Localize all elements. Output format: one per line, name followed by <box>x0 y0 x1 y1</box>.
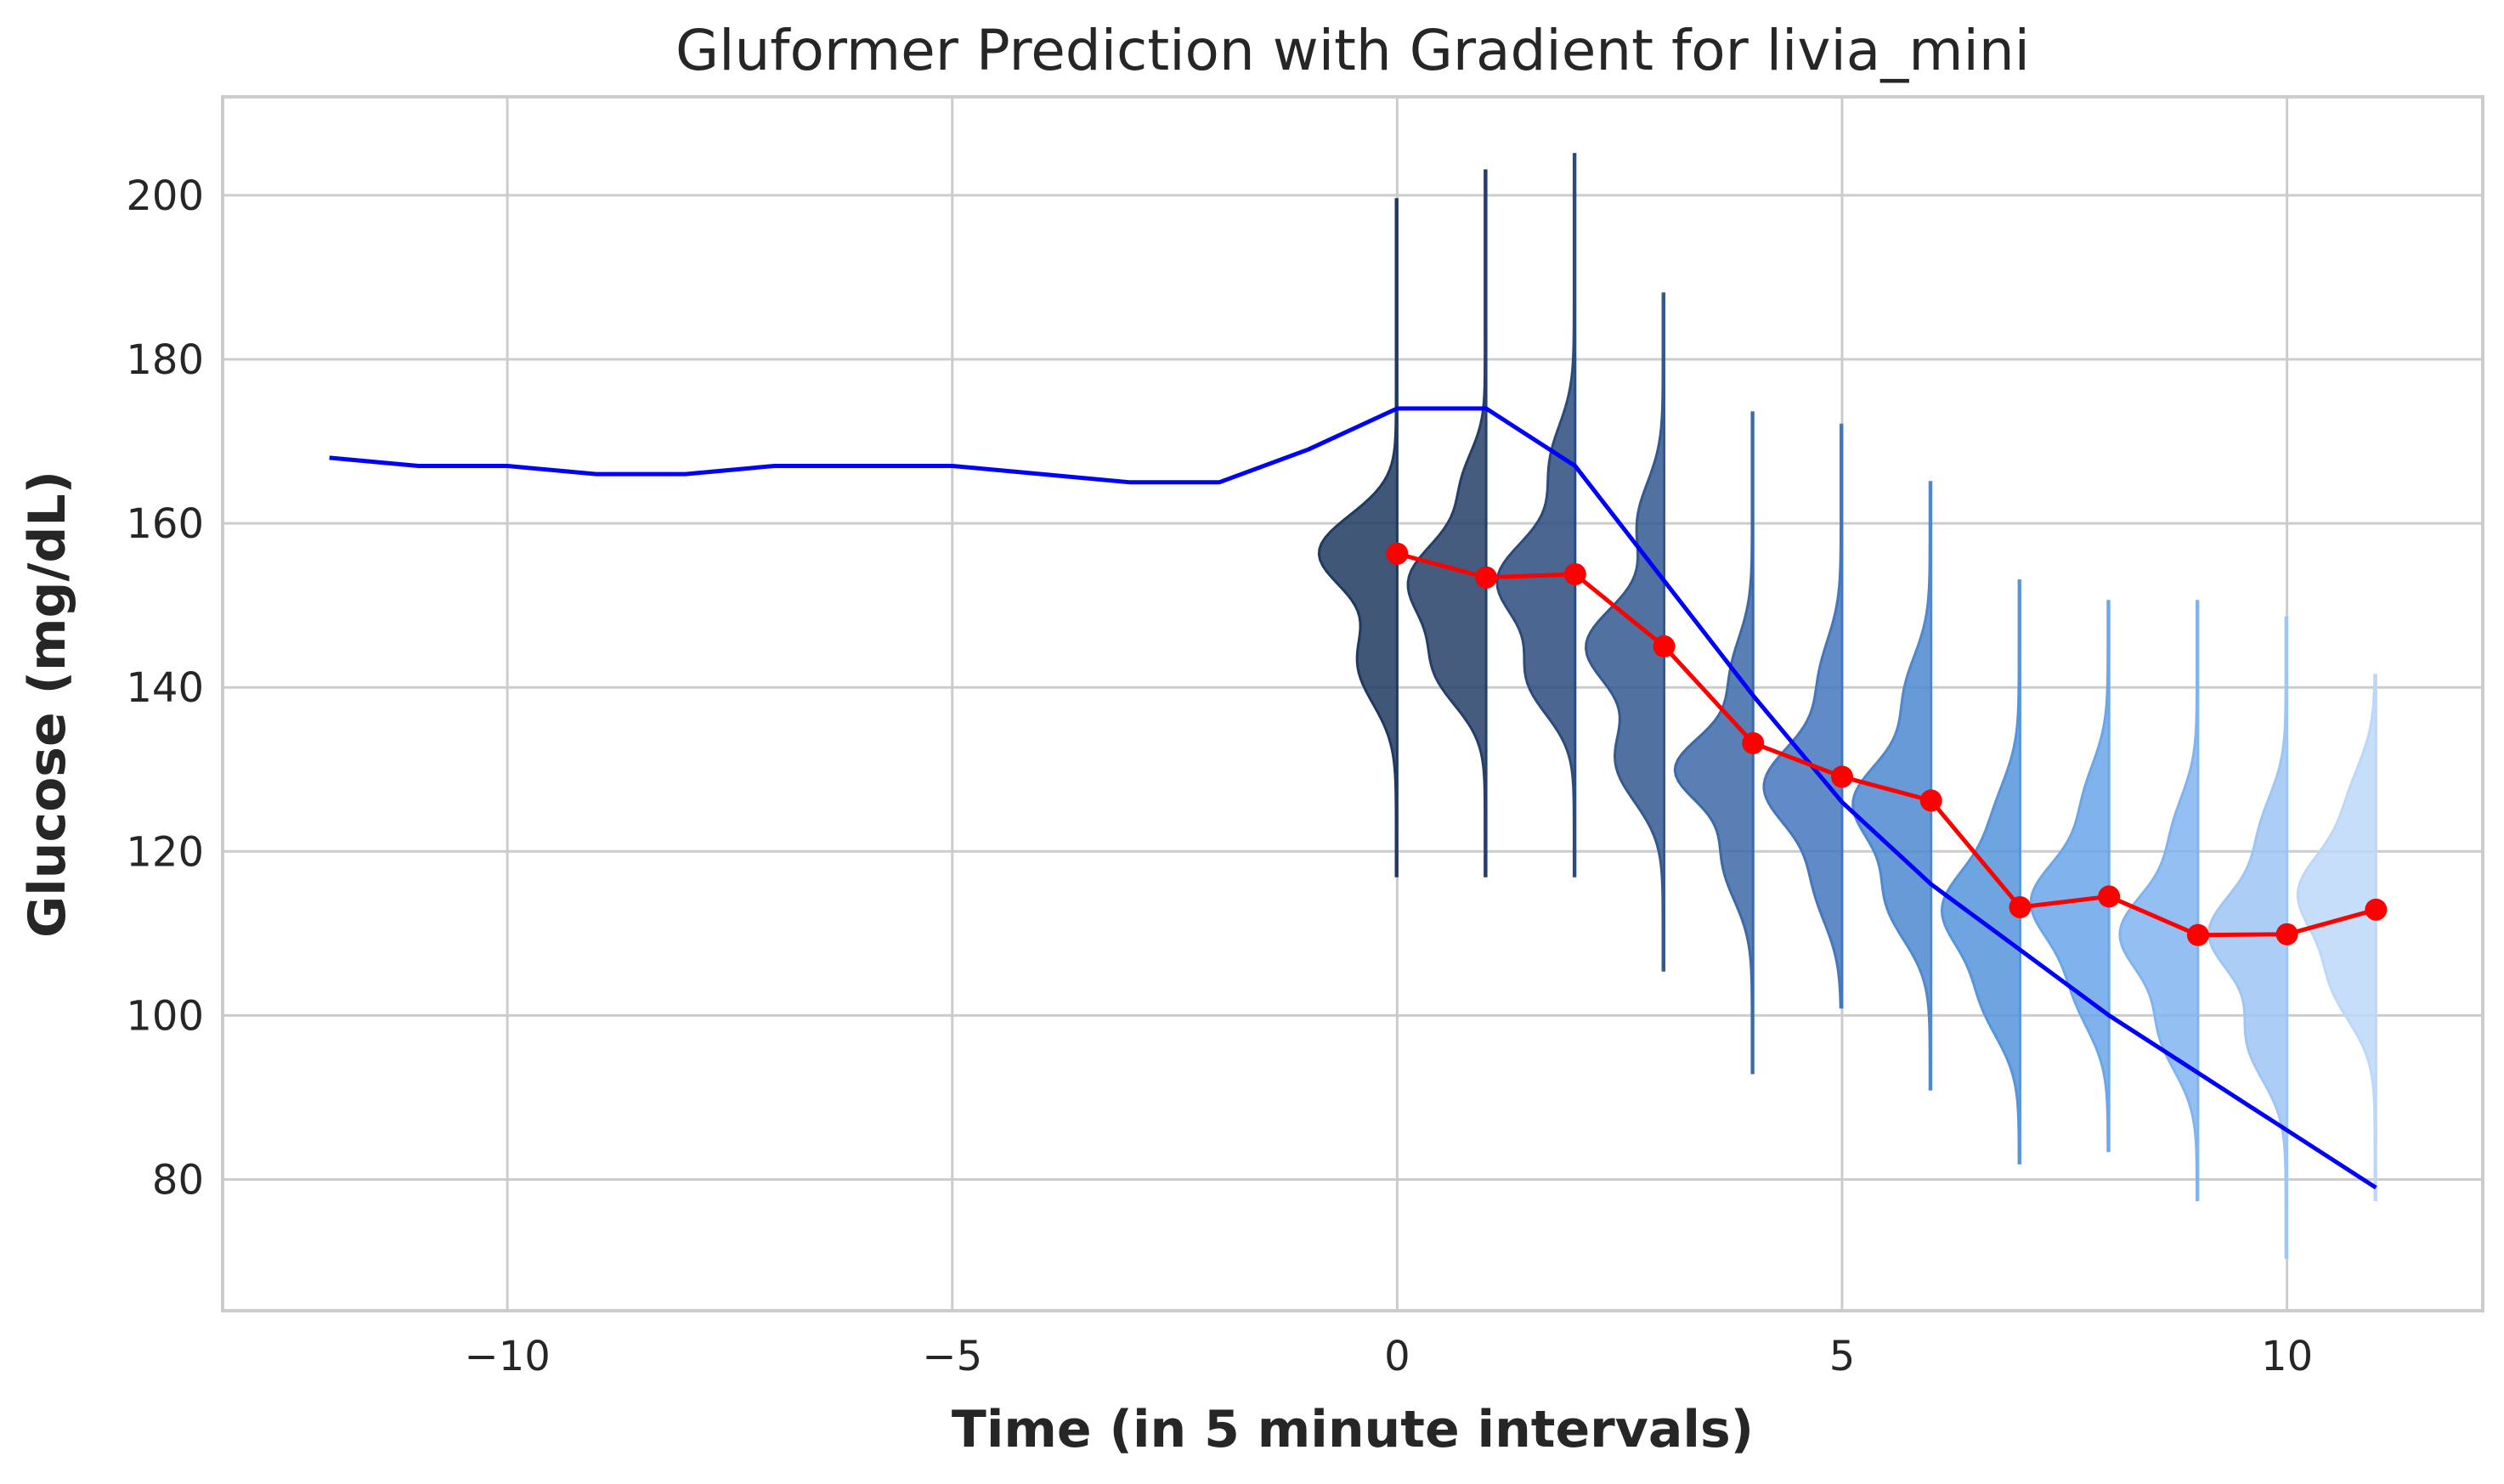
prediction-point <box>2186 923 2209 946</box>
y-tick-label: 100 <box>126 992 204 1040</box>
tick-labels: −10 −5 0 5 10 80 100 120 140 160 180 200 <box>126 172 2313 1380</box>
x-tick-label: −5 <box>922 1333 982 1380</box>
y-axis-label: Glucose (mg/dL) <box>18 471 77 938</box>
prediction-point <box>1563 562 1586 585</box>
distributions <box>1317 153 2377 1259</box>
plot-frame <box>221 95 2484 1312</box>
predicted-glucose-line <box>1396 551 2377 938</box>
distribution-violin <box>1762 423 1844 1009</box>
distribution-violin <box>1317 198 1399 877</box>
distribution-violin <box>2118 600 2200 1202</box>
y-tick-label: 120 <box>126 828 204 876</box>
prediction-point <box>2365 898 2388 921</box>
distribution-violin <box>1940 579 2021 1165</box>
prediction-point <box>1830 765 1853 788</box>
distribution-violin <box>1673 411 1755 1075</box>
prediction-point <box>1919 789 1942 812</box>
y-tick-label: 180 <box>126 336 204 384</box>
y-tick-label: 80 <box>152 1157 204 1205</box>
distribution-violin <box>2296 674 2377 1202</box>
x-tick-label: 0 <box>1384 1333 1410 1380</box>
series-lines <box>329 406 2388 1190</box>
distribution-violin <box>2029 600 2111 1153</box>
prediction-point <box>2098 885 2121 908</box>
prediction-point <box>2275 923 2298 945</box>
prediction-point <box>2009 895 2032 918</box>
distribution-violin <box>1406 169 1488 877</box>
actual-glucose-line <box>329 406 2377 1190</box>
distribution-violin <box>1495 153 1577 877</box>
prediction-point <box>1742 731 1765 754</box>
y-tick-label: 160 <box>126 500 204 548</box>
prediction-point <box>1475 566 1498 589</box>
distribution-violin <box>1585 292 1666 972</box>
x-tick-label: −10 <box>464 1333 550 1380</box>
prediction-point <box>1653 635 1676 657</box>
x-axis-label: Time (in 5 minute intervals) <box>952 1400 1754 1459</box>
y-tick-label: 140 <box>126 664 204 712</box>
y-tick-label: 200 <box>126 172 204 220</box>
chart-title: Gluformer Prediction with Gradient for l… <box>675 18 2030 83</box>
x-tick-label: 10 <box>2261 1333 2313 1380</box>
prediction-point <box>1386 542 1409 565</box>
x-tick-label: 5 <box>1829 1333 1856 1380</box>
